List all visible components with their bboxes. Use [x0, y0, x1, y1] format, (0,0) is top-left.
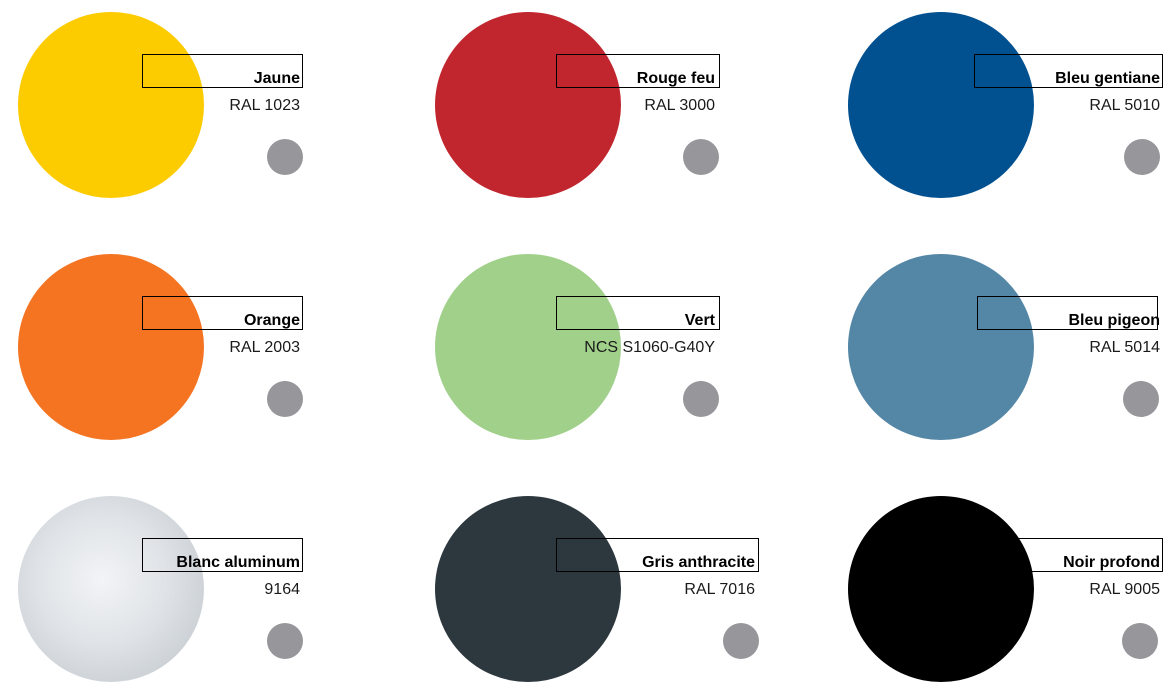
swatch-card-blanc-aluminum[interactable]: Blanc aluminum 9164 [0, 484, 380, 684]
select-dot-icon[interactable] [1124, 139, 1160, 175]
color-swatch [435, 254, 621, 440]
color-swatch [18, 12, 204, 198]
label-frame [974, 54, 1163, 88]
swatch-card-noir-profond[interactable]: Noir profond RAL 9005 [830, 484, 1167, 684]
swatch-card-bleu-gentiane[interactable]: Bleu gentiane RAL 5010 [830, 0, 1167, 200]
color-code: 9164 [264, 581, 300, 598]
select-dot-icon[interactable] [267, 139, 303, 175]
swatch-card-vert[interactable]: Vert NCS S1060-G40Y [415, 242, 795, 442]
label-frame [142, 54, 303, 88]
color-code: NCS S1060-G40Y [584, 339, 715, 356]
label-frame [556, 538, 759, 572]
swatch-card-jaune[interactable]: Jaune RAL 1023 [0, 0, 380, 200]
color-swatch [848, 254, 1034, 440]
label-frame [974, 538, 1163, 572]
label-frame [142, 538, 303, 572]
color-name: Vert [684, 312, 715, 329]
color-name: Gris anthracite [642, 554, 755, 571]
swatch-card-orange[interactable]: Orange RAL 2003 [0, 242, 380, 442]
select-dot-icon[interactable] [267, 623, 303, 659]
color-swatch [18, 496, 204, 682]
color-code: RAL 1023 [229, 97, 300, 114]
color-swatch [435, 496, 621, 682]
color-name: Noir profond [1063, 554, 1160, 571]
color-code: RAL 5010 [1089, 97, 1160, 114]
select-dot-icon[interactable] [1122, 623, 1158, 659]
color-swatch [18, 254, 204, 440]
color-code: RAL 5014 [1089, 339, 1160, 356]
color-code: RAL 2003 [229, 339, 300, 356]
color-swatch [848, 12, 1034, 198]
color-name: Bleu gentiane [1055, 70, 1160, 87]
select-dot-icon[interactable] [1123, 381, 1159, 417]
color-swatch [848, 496, 1034, 682]
swatch-card-bleu-pigeon[interactable]: Bleu pigeon RAL 5014 [830, 242, 1167, 442]
color-name: Blanc aluminum [176, 554, 300, 571]
select-dot-icon[interactable] [683, 139, 719, 175]
label-frame [556, 54, 720, 88]
select-dot-icon[interactable] [683, 381, 719, 417]
label-frame [142, 296, 303, 330]
color-code: RAL 7016 [684, 581, 755, 598]
color-swatch [435, 12, 621, 198]
color-code: RAL 9005 [1089, 581, 1160, 598]
label-frame [556, 296, 720, 330]
color-name: Rouge feu [636, 70, 715, 87]
label-frame [977, 296, 1158, 330]
color-name: Bleu pigeon [1068, 312, 1160, 329]
select-dot-icon[interactable] [723, 623, 759, 659]
color-code: RAL 3000 [644, 97, 715, 114]
color-name: Orange [243, 312, 300, 329]
color-name: Jaune [253, 70, 300, 87]
swatch-card-rouge-feu[interactable]: Rouge feu RAL 3000 [415, 0, 795, 200]
swatch-card-gris-anthracite[interactable]: Gris anthracite RAL 7016 [415, 484, 795, 684]
select-dot-icon[interactable] [267, 381, 303, 417]
